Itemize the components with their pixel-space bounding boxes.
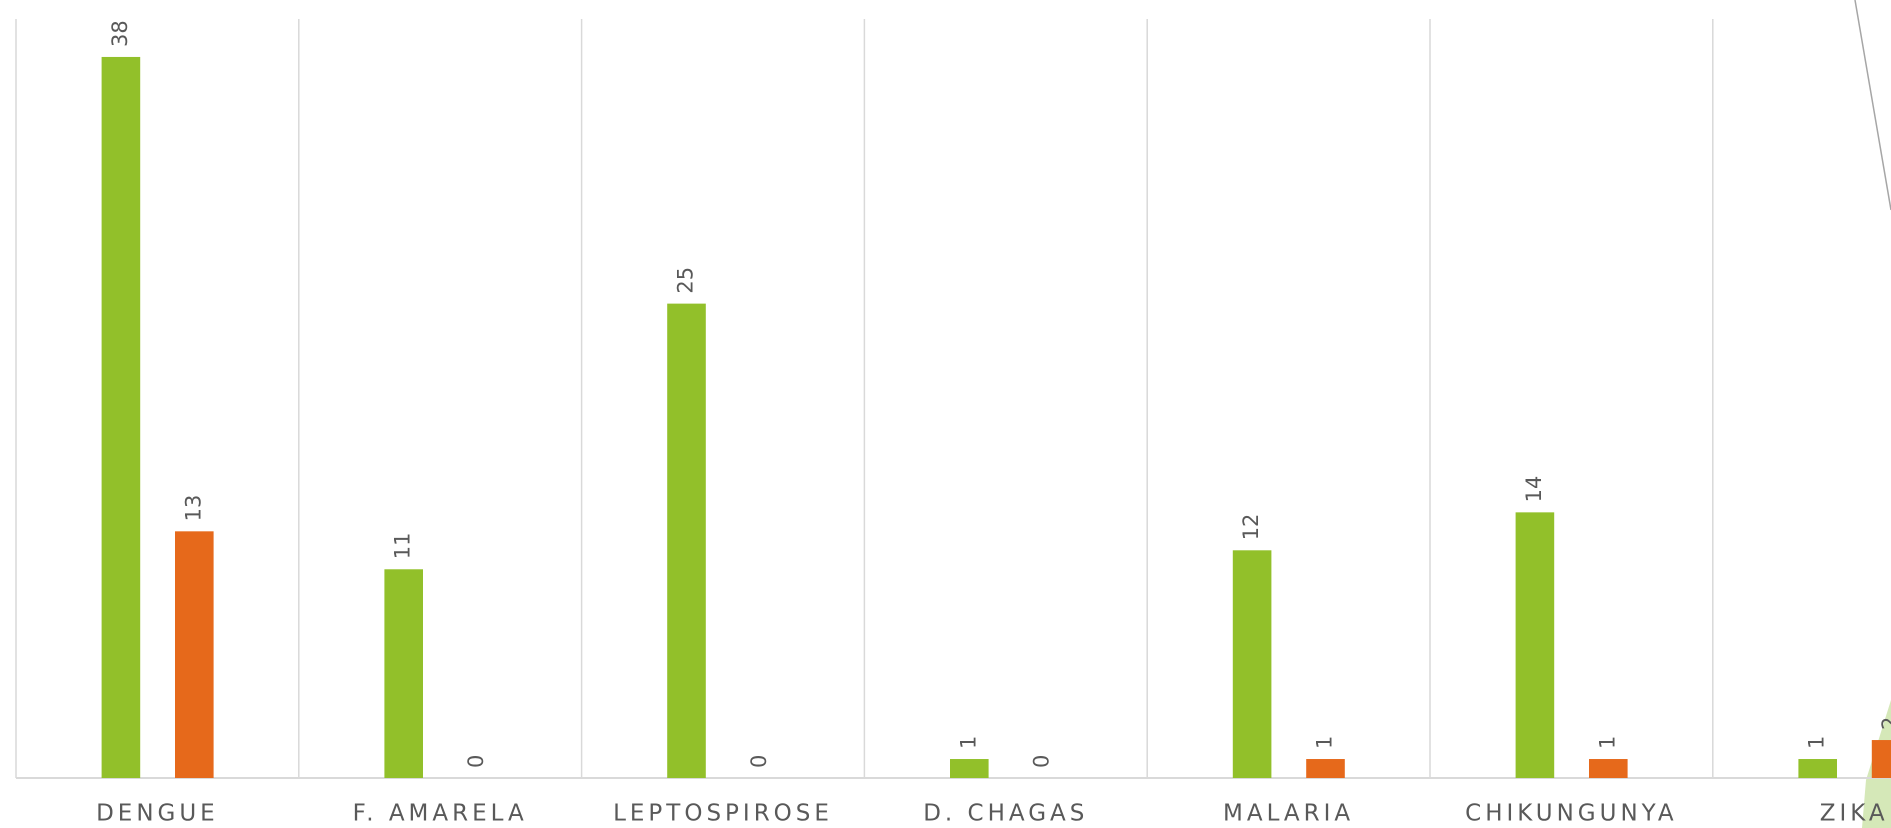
x-tick-label: DENGUE (96, 801, 219, 827)
x-tick-label: D. CHAGAS (923, 801, 1088, 827)
data-label: 13 (181, 495, 205, 522)
data-label: 1 (1313, 736, 1337, 749)
bar (1306, 759, 1345, 778)
data-label: 1 (1595, 736, 1619, 749)
bar (667, 303, 706, 778)
data-label: 11 (391, 533, 415, 560)
data-label: 1 (956, 736, 980, 749)
x-tick-label: CHIKUNGUNYA (1465, 801, 1678, 827)
bar (1232, 550, 1272, 778)
bar (1589, 759, 1628, 778)
bar (384, 569, 423, 778)
x-tick-label: MALARIA (1223, 801, 1354, 827)
bar (1798, 759, 1837, 778)
bar (950, 759, 989, 778)
data-label: 0 (1030, 755, 1054, 768)
bar (1515, 512, 1555, 778)
data-label: 38 (108, 20, 132, 47)
x-tick-label: ZIKA (1820, 801, 1889, 827)
bar (101, 56, 141, 778)
bar (175, 531, 214, 778)
bar (1871, 740, 1891, 778)
data-label: 1 (1805, 736, 1829, 749)
x-tick-label: LEPTOSPIROSE (613, 801, 833, 827)
data-label: 0 (747, 755, 771, 768)
data-label: 2 (1878, 717, 1891, 730)
decor-line (1854, 0, 1891, 211)
data-label: 12 (1239, 514, 1263, 541)
x-tick-label: F. AMARELA (353, 801, 528, 827)
data-label: 0 (464, 755, 488, 768)
data-label: 14 (1522, 476, 1546, 503)
data-label: 25 (674, 267, 698, 294)
